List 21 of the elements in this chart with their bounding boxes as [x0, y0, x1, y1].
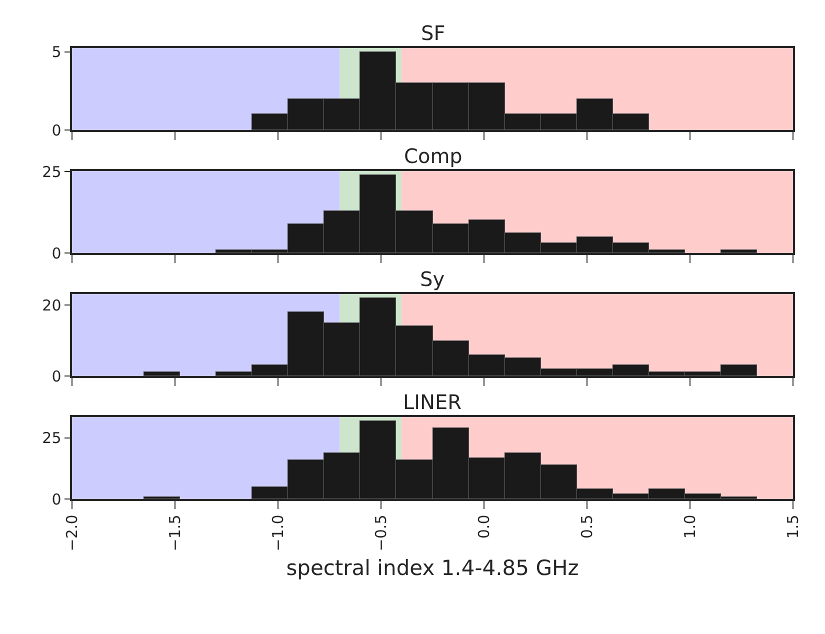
chart-title: Sy	[420, 267, 445, 291]
y-tick-label: 0	[52, 367, 62, 386]
chart-title: LINER	[403, 390, 462, 414]
x-tick-label: −0.5	[372, 514, 390, 552]
y-tick-label: 20	[42, 296, 62, 314]
x-tick-label: −1.0	[268, 514, 287, 552]
x-tick-label: 0.5	[578, 514, 596, 539]
chart-title: SF	[421, 21, 446, 45]
y-tick-label: 5	[52, 43, 62, 62]
x-tick-label: 1.0	[680, 514, 699, 539]
chart-title: Comp	[404, 144, 462, 168]
x-tick-label: −1.5	[166, 514, 184, 552]
y-tick-label: 25	[42, 429, 62, 448]
y-tick-label: 0	[52, 121, 62, 140]
x-tick-label: 1.5	[784, 514, 802, 539]
x-tick-label: 0.0	[474, 514, 493, 539]
x-axis-title: spectral index 1.4-4.85 GHz	[286, 556, 579, 580]
y-tick-label: 25	[42, 162, 62, 181]
y-tick-label: 0	[52, 244, 62, 262]
y-tick-label: 0	[52, 490, 62, 508]
x-tick-label: −2.0	[62, 514, 81, 552]
